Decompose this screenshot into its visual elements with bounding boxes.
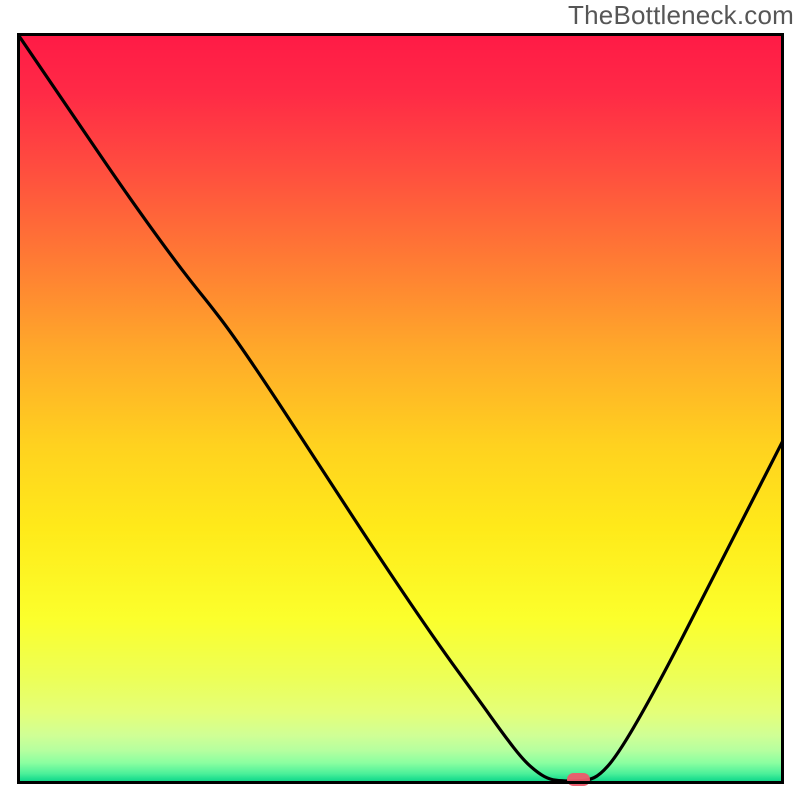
- curve-path: [17, 33, 784, 781]
- chart-frame: TheBottleneck.com: [0, 0, 800, 800]
- minimum-marker: [567, 773, 590, 786]
- watermark-text: TheBottleneck.com: [568, 0, 794, 31]
- bottleneck-curve: [17, 33, 784, 784]
- plot-area: [17, 33, 784, 784]
